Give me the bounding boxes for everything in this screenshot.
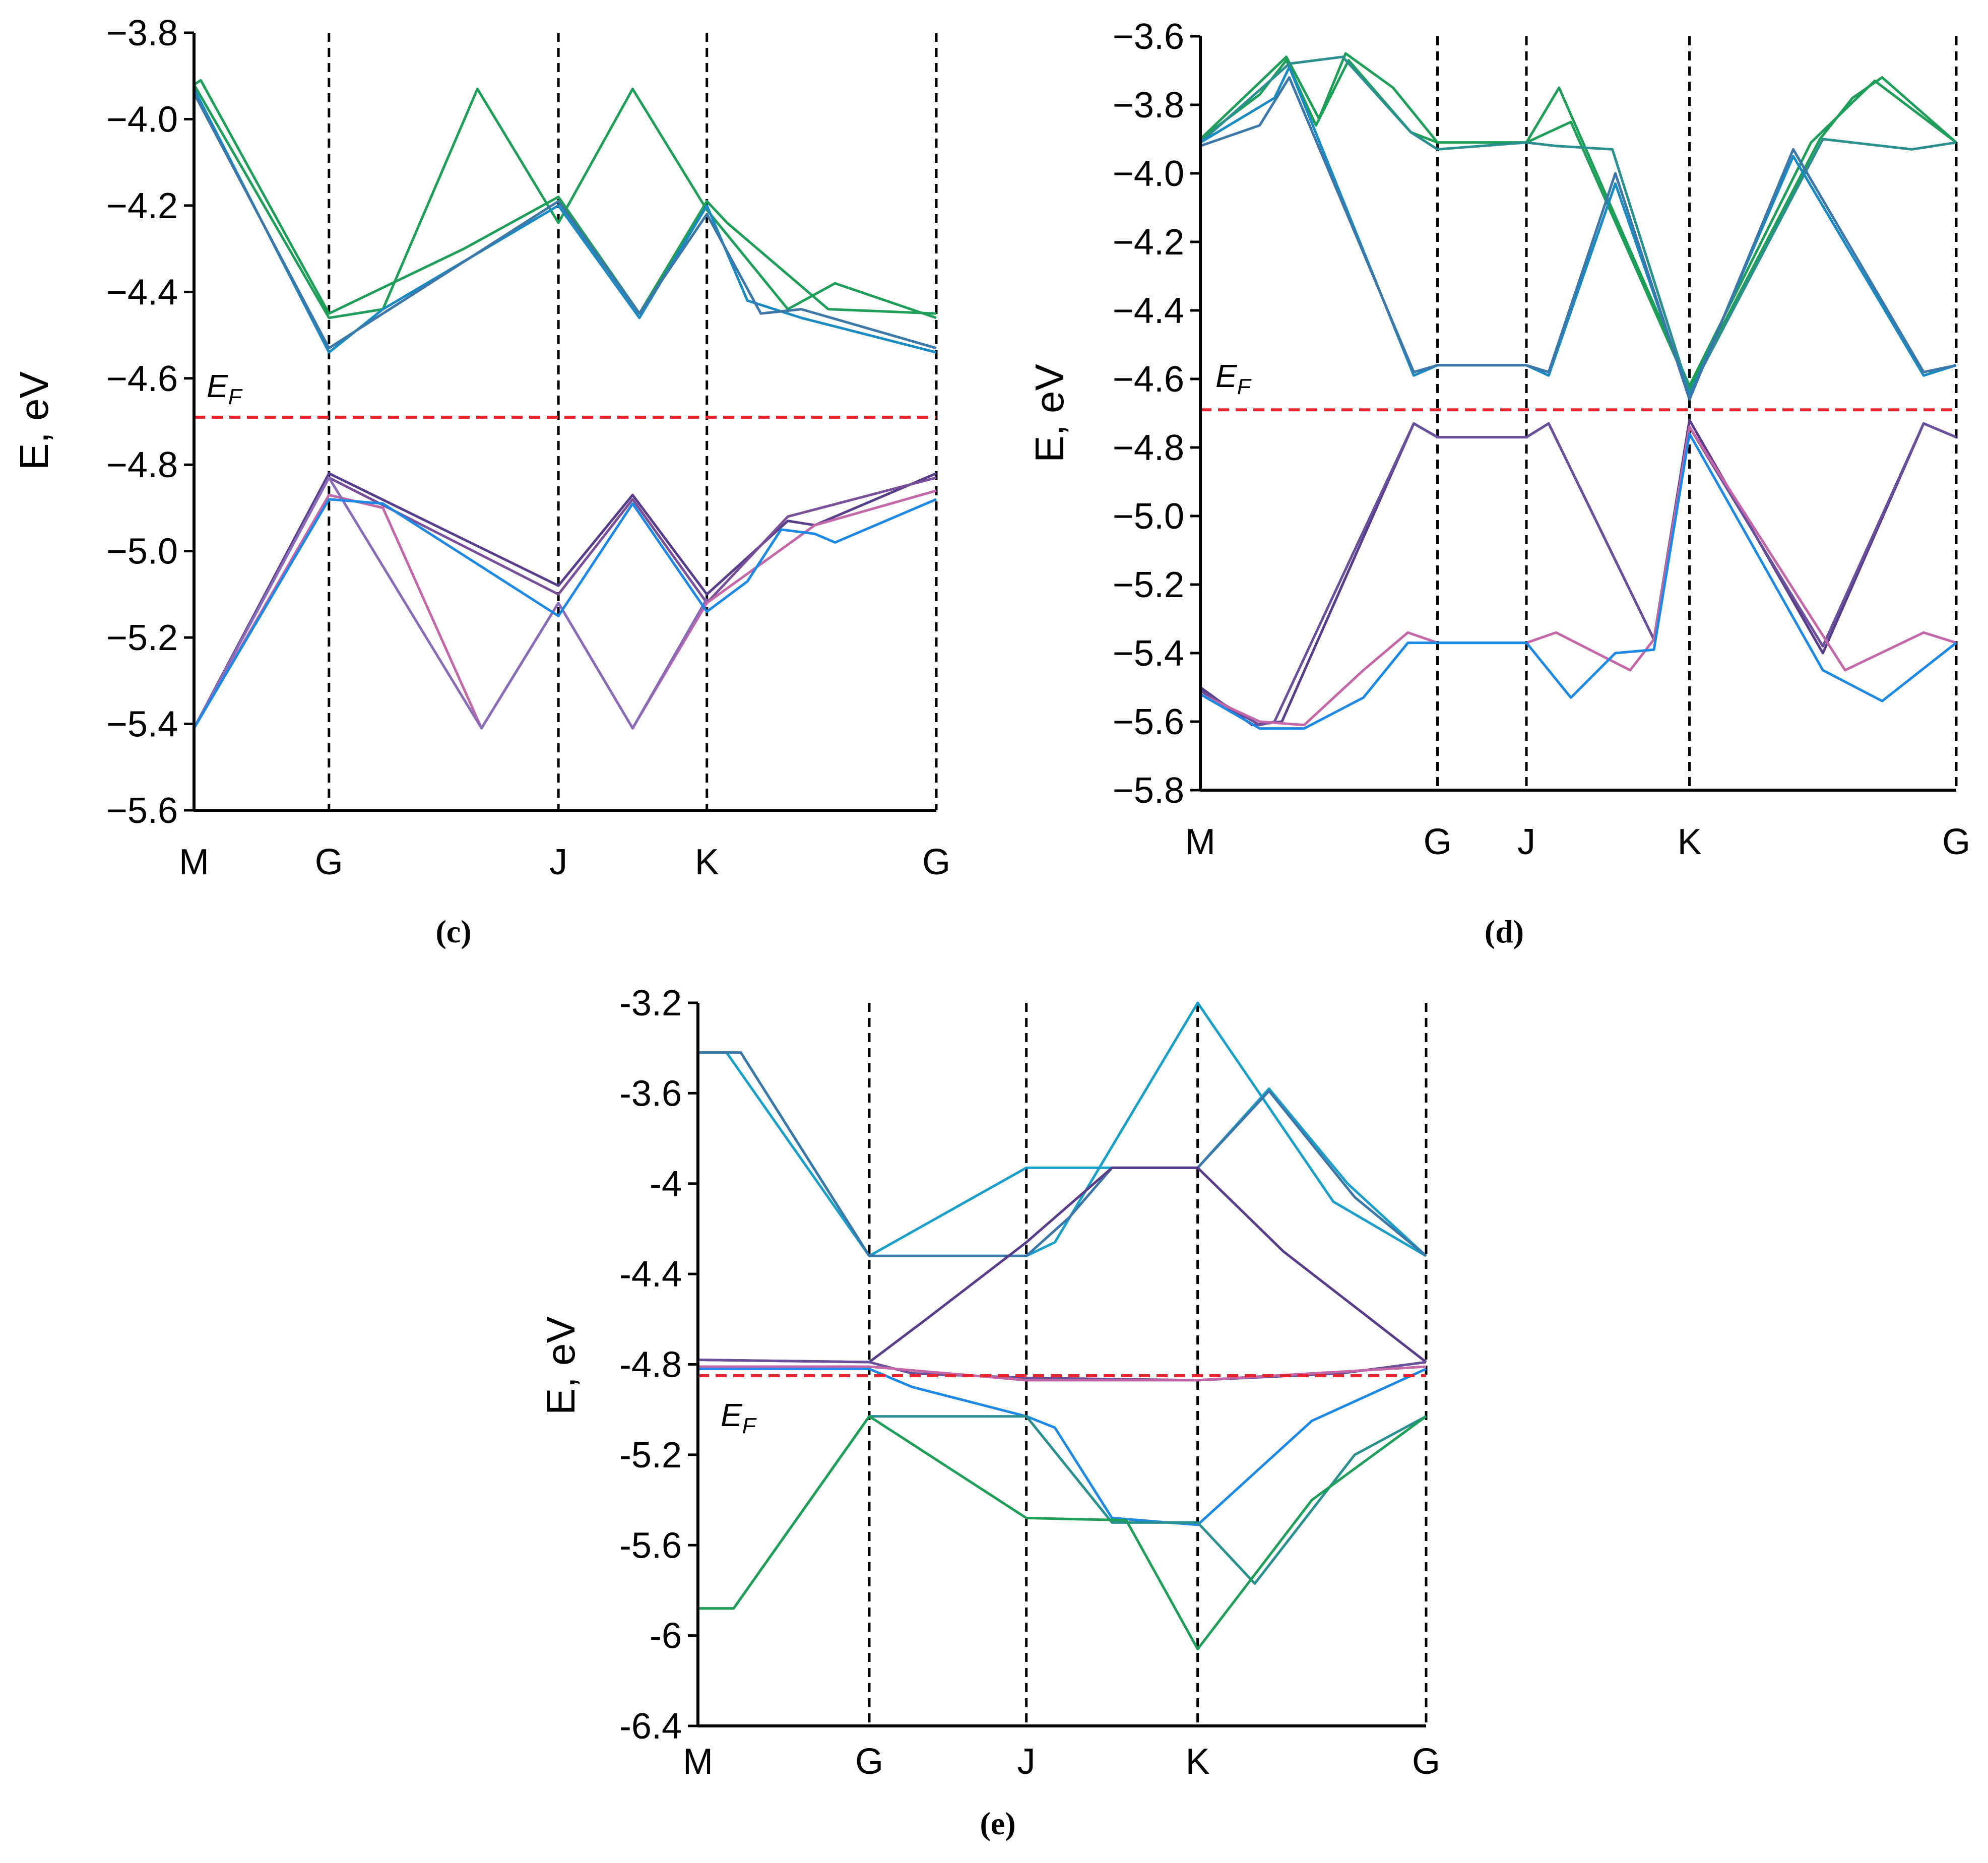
fermi-label-d: EF [1215,358,1252,399]
y-axis-label-e: E, eV [538,1316,583,1415]
y-axis-label-c: E, eV [12,371,56,470]
x-tick-label-c-3: K [695,842,719,882]
band-d-2 [1199,55,1957,394]
band-e-8 [698,1415,1427,1650]
caption-c: (c) [435,914,471,949]
band-d-1 [1199,52,1957,391]
x-tick-label-e-2: J [1017,1742,1036,1782]
y-tick-label-c-3: −5.0 [106,532,178,572]
y-tick-label-e-3: -5.2 [619,1435,682,1475]
y-tick-label-e-2: -5.6 [619,1525,682,1566]
band-d-4 [1200,76,1957,401]
y-tick-label-e-4: -4.8 [619,1345,682,1385]
y-tick-label-d-11: −3.6 [1113,17,1184,57]
y-tick-label-e-8: -3.2 [619,983,682,1023]
band-d-8 [1199,432,1957,730]
y-tick-label-c-0: −5.6 [106,791,178,831]
caption-e: (e) [980,1806,1015,1841]
x-tick-label-c-2: J [549,842,567,882]
y-tick-label-c-1: −5.4 [106,704,178,745]
x-tick-label-d-0: M [1185,822,1215,862]
x-tick-label-e-4: G [1412,1742,1440,1782]
x-tick-label-c-1: G [315,842,343,882]
x-tick-label-d-3: K [1678,822,1702,862]
y-tick-label-e-1: -6 [650,1616,682,1656]
x-tick-label-e-0: M [683,1742,713,1782]
x-tick-label-d-2: J [1517,822,1535,862]
panel-e: (e) EF -6.4 -6 -5.6 -5.2 -4.8 -4.4 -4 -3.6 -3.2 M G… [538,983,1440,1841]
y-tick-label-e-7: -3.6 [619,1073,682,1114]
y-tick-label-c-2: −5.2 [106,618,178,658]
band-e-3 [697,1166,1427,1364]
band-c-6 [193,489,937,730]
x-tick-label-d-4: G [1942,822,1970,862]
caption-d: (d) [1485,914,1524,949]
x-tick-label-e-1: G [855,1742,883,1782]
y-tick-label-d-4: −5.0 [1113,496,1184,537]
y-tick-label-c-5: −4.6 [106,359,178,399]
band-c-5 [193,476,937,729]
y-tick-label-d-5: −4.8 [1113,428,1184,468]
y-tick-label-d-7: −4.4 [1113,291,1184,331]
band-c-0 [193,79,937,315]
y-tick-label-d-10: −3.8 [1113,85,1184,125]
band-d-3 [1199,66,1957,398]
y-tick-label-c-6: −4.4 [106,272,178,312]
band-e-7 [698,1415,1427,1610]
band-e-0 [698,1001,1427,1257]
band-c-2 [193,88,937,354]
y-tick-label-d-9: −4.0 [1113,154,1184,194]
band-c-7 [193,476,708,730]
fermi-label-c: EF [207,368,243,409]
y-tick-label-d-2: −5.4 [1113,633,1184,674]
y-tick-label-d-8: −4.2 [1113,222,1184,263]
y-tick-label-e-6: -4 [650,1164,682,1204]
band-d-7 [1199,425,1957,727]
x-tick-label-c-0: M [179,842,209,882]
y-tick-label-d-1: −5.6 [1113,702,1184,742]
band-c-1 [193,84,937,319]
panel-d: (d) EF −5.8 −5.6 −5.4 −5.2 −5.0 −4.8 −4.6 −4.4 −4… [1027,17,1970,949]
y-axis-label-d: E, eV [1027,364,1072,463]
y-tick-label-e-5: -4.4 [619,1254,682,1295]
band-c-4 [193,472,937,729]
band-c-8 [193,498,937,729]
fermi-label-e: EF [721,1397,757,1438]
x-tick-label-d-1: G [1424,822,1452,862]
y-tick-label-e-0: -6.4 [619,1706,682,1747]
y-tick-label-d-6: −4.6 [1113,359,1184,400]
band-e-6 [698,1368,1427,1526]
y-tick-label-c-7: −4.2 [106,186,178,226]
band-e-5 [698,1365,1427,1382]
y-tick-label-c-8: −4.0 [106,99,178,140]
y-tick-label-c-4: −4.8 [106,445,178,485]
panel-c: (c) EF −5.6 −5.4 −5.2 −5.0 −4.8 −4.6 −4.4 −4.2 −4… [12,13,950,949]
x-tick-label-e-3: K [1186,1742,1210,1782]
band-e-4 [697,1359,1427,1382]
y-tick-label-d-0: −5.8 [1113,770,1184,811]
band-e-2 [698,1051,1427,1257]
x-tick-label-c-4: G [922,842,950,882]
band-c-3 [193,92,937,350]
y-tick-label-d-3: −5.2 [1113,565,1184,605]
y-tick-label-c-9: −3.8 [106,13,178,53]
